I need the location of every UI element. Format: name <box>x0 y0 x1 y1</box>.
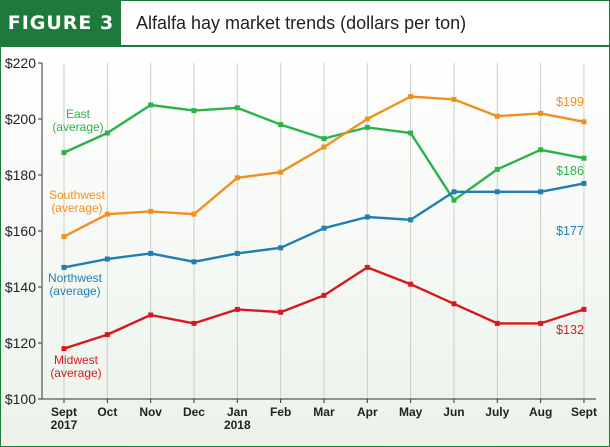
data-point <box>278 309 284 315</box>
data-point <box>148 208 154 214</box>
data-point <box>364 214 370 220</box>
data-point <box>191 211 197 217</box>
data-point <box>61 264 67 270</box>
data-point <box>104 256 110 262</box>
data-point <box>191 320 197 326</box>
x-tick-label: Jan 2018 <box>224 405 251 432</box>
data-point <box>234 306 240 312</box>
figure-label: FIGURE 3 <box>1 1 121 45</box>
data-point <box>321 136 327 142</box>
data-point <box>321 225 327 231</box>
data-point <box>494 189 500 195</box>
data-point <box>581 155 587 161</box>
data-point <box>104 130 110 136</box>
end-value-label: $199 <box>556 95 584 109</box>
x-tick-label: Aug <box>529 405 552 419</box>
x-tick-label: Apr <box>357 405 378 419</box>
end-value-label: $186 <box>556 164 584 178</box>
data-point <box>104 211 110 217</box>
data-point <box>581 180 587 186</box>
data-point <box>321 292 327 298</box>
x-tick-label: Sept 2017 <box>51 405 78 432</box>
series-label: East (average) <box>52 107 103 134</box>
x-tick-label: Oct <box>97 405 117 419</box>
data-point <box>451 301 457 307</box>
y-tick-label: $180 <box>5 167 36 183</box>
x-tick-label: Sept <box>571 405 597 419</box>
data-point <box>581 119 587 125</box>
data-point <box>408 281 414 287</box>
data-point <box>364 264 370 270</box>
data-point <box>148 312 154 318</box>
data-point <box>148 250 154 256</box>
x-tick-label: May <box>399 405 423 419</box>
x-tick-label: Feb <box>270 405 291 419</box>
data-point <box>408 94 414 100</box>
data-point <box>451 96 457 102</box>
y-tick-label: $200 <box>5 111 36 127</box>
data-point <box>408 130 414 136</box>
data-point <box>234 250 240 256</box>
x-tick-label: Dec <box>183 405 205 419</box>
x-tick-label: Nov <box>139 405 162 419</box>
y-tick-label: $220 <box>5 55 36 71</box>
data-point <box>278 169 284 175</box>
data-point <box>494 320 500 326</box>
data-point <box>61 150 67 156</box>
data-point <box>191 108 197 114</box>
chart-title: Alfalfa hay market trends (dollars per t… <box>136 13 467 33</box>
data-point <box>234 175 240 181</box>
series-label: Northwest (average) <box>48 271 103 298</box>
x-tick-label: Jun <box>443 405 464 419</box>
x-tick-label: Mar <box>313 405 335 419</box>
data-point <box>104 332 110 338</box>
x-tick-label: July <box>485 405 509 419</box>
end-value-label: $132 <box>556 323 584 337</box>
data-point <box>278 245 284 251</box>
end-value-label: $177 <box>556 224 584 238</box>
series-label: Midwest (average) <box>50 353 101 380</box>
data-point <box>61 234 67 240</box>
data-point <box>538 320 544 326</box>
data-point <box>321 144 327 150</box>
data-point <box>494 166 500 172</box>
data-point <box>581 306 587 312</box>
data-point <box>451 189 457 195</box>
data-point <box>451 197 457 203</box>
data-point <box>278 122 284 128</box>
data-point <box>538 189 544 195</box>
series-label: Southwest (average) <box>49 188 106 215</box>
y-tick-label: $160 <box>5 223 36 239</box>
data-point <box>364 124 370 130</box>
y-tick-label: $100 <box>5 391 36 407</box>
data-point <box>364 116 370 122</box>
data-point <box>191 259 197 265</box>
figure-header: FIGURE 3 Alfalfa hay market trends (doll… <box>1 1 609 47</box>
data-point <box>408 217 414 223</box>
data-point <box>61 346 67 352</box>
data-point <box>234 105 240 111</box>
data-point <box>538 147 544 153</box>
data-point <box>538 110 544 116</box>
plot-background <box>1 47 609 446</box>
data-point <box>494 113 500 119</box>
y-tick-label: $140 <box>5 279 36 295</box>
y-tick-label: $120 <box>5 335 36 351</box>
data-point <box>148 102 154 108</box>
